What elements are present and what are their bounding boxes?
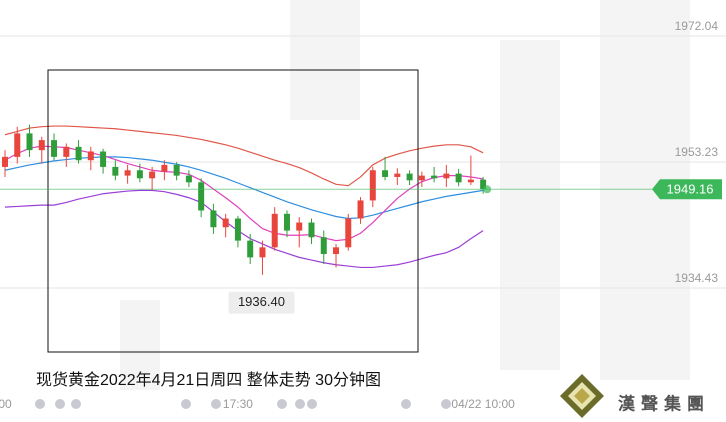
candle-body: [345, 218, 352, 248]
candle-body: [234, 218, 241, 241]
candle-body: [100, 151, 107, 167]
overlay: 00 17:30 04/22 10:00 1936.40 1949.16: [0, 179, 722, 411]
candle-body: [259, 247, 266, 258]
last-price-tag: [652, 179, 722, 200]
x-tick-label: 04/22 10:00: [451, 397, 515, 411]
indicator-line: [4, 189, 484, 269]
candle-body: [75, 146, 82, 161]
candle-body: [283, 213, 290, 231]
candle-body: [2, 156, 8, 167]
indicator-line: [4, 156, 484, 220]
x-tick-label: 17:30: [223, 397, 253, 411]
low-annotation: 1936.40: [238, 294, 285, 309]
caption: 现货黄金2022年4月21日周四 整体走势 30分钟图: [36, 371, 381, 389]
candle-body: [112, 166, 119, 176]
candle-body: [320, 237, 327, 255]
candle-body: [308, 222, 315, 238]
candle-body: [38, 140, 45, 151]
candle-body: [443, 173, 450, 179]
candle-body: [26, 133, 33, 151]
candle-body: [161, 164, 168, 172]
candle-body: [467, 179, 474, 183]
candle-body: [14, 133, 21, 157]
indicator-lines: [4, 125, 484, 269]
candle-body: [406, 173, 413, 181]
last-price-dot: [483, 185, 492, 194]
candle-body: [418, 175, 425, 181]
candle-body: [431, 175, 438, 179]
candle-body: [87, 151, 94, 161]
candle-body: [136, 170, 143, 179]
indicator-line: [4, 125, 484, 187]
candle-body: [455, 173, 462, 183]
candle-body: [357, 200, 364, 219]
candle-body: [247, 240, 254, 258]
candle-body: [210, 210, 217, 228]
candle-body: [333, 247, 340, 255]
candle-body: [185, 175, 192, 183]
axis-bubbles: [35, 399, 451, 409]
candle-body: [271, 213, 278, 248]
low-annotation-box: [228, 291, 295, 314]
candle-body: [296, 222, 303, 231]
candle-body: [480, 179, 487, 190]
candles: [2, 124, 487, 275]
candle-body: [198, 182, 205, 211]
last-price-label: 1949.16: [667, 182, 714, 197]
y-tick-label: 1972.04: [675, 19, 719, 33]
y-tick-label: 1934.43: [675, 271, 719, 285]
candle-body: [173, 164, 180, 176]
logo-text: 漢聲集團: [618, 393, 710, 413]
candle-body: [124, 170, 131, 176]
background-watermark: [120, 0, 690, 390]
candle-body: [394, 173, 401, 177]
logo: 漢聲集團: [560, 374, 710, 418]
highlight-box: [47, 69, 419, 353]
x-tick-label: 00: [0, 397, 12, 411]
candle-body: [222, 218, 229, 228]
candle-body: [51, 140, 58, 157]
candle-body: [149, 171, 156, 179]
candle-body: [369, 170, 376, 201]
indicator-line: [4, 145, 484, 242]
candle-body: [382, 170, 389, 177]
y-tick-label: 1953.23: [675, 145, 719, 159]
candle-body: [63, 146, 70, 157]
